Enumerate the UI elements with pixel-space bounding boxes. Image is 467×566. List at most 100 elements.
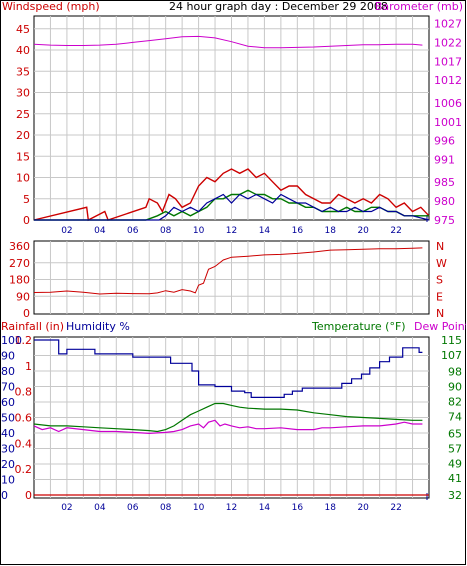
gust-line [33, 168, 430, 222]
humidity-tick-label: 10 [1, 474, 15, 487]
rainfall-tick-label: 0 [25, 489, 32, 502]
humidity-tick-label: 0 [1, 489, 8, 502]
direction-degree-label: 270 [9, 257, 30, 270]
wind-direction-line [33, 247, 423, 295]
direction-degree-ticks: 360 270 180 90 0 [9, 240, 30, 320]
hour-tick-label: 14 [259, 503, 271, 513]
temperature-grid [34, 337, 429, 498]
rainfall-tick-label: 1 [25, 360, 32, 373]
windspeed-ticks: 45 40 35 30 25 20 15 10 5 0 [16, 23, 30, 227]
humidity-tick-label: 80 [1, 365, 15, 378]
direction-grid [34, 241, 429, 314]
hour-tick-label: 04 [94, 226, 106, 236]
humidity-tick-label: 70 [1, 381, 15, 394]
humidity-tick-label: 20 [1, 458, 15, 471]
windspeed-tick-label: 40 [16, 44, 30, 57]
humidity-tick-label: 50 [1, 412, 15, 425]
direction-degree-label: 360 [9, 240, 30, 253]
rainfall-tick-label: 0.8 [15, 386, 33, 399]
compass-label: E [436, 290, 443, 303]
barometer-tick-label: 1001 [434, 116, 462, 129]
temperature-tick-label: 65 [448, 427, 462, 440]
humidity-tick-label: 30 [1, 443, 15, 456]
barometer-tick-label: 975 [434, 214, 455, 227]
humidity-axis-label: Humidity % [66, 320, 130, 333]
barometer-tick-label: 1017 [434, 55, 462, 68]
windspeed-tick-label: 10 [16, 172, 30, 185]
temperature-tick-label: 57 [448, 442, 462, 455]
temperature-hour-ticks: 02 04 06 08 10 12 14 16 18 20 22 [61, 493, 428, 513]
windspeed-tick-label: 5 [23, 193, 30, 206]
temperature-tick-label: 41 [448, 472, 462, 485]
compass-label: W [436, 257, 447, 270]
barometer-ticks: 1027 1022 1017 1012 1006 1001 996 991 985 980 975 [434, 18, 462, 227]
direction-degree-label: 0 [23, 307, 30, 320]
barometer-tick-label: 1027 [434, 18, 462, 31]
wind-hour-ticks: 02 04 06 08 10 12 14 16 18 20 22 [61, 215, 428, 236]
hour-tick-label: 14 [259, 226, 271, 236]
windspeed-tick-label: 0 [23, 214, 30, 227]
temperature-axis-label: Temperature (°F) [311, 320, 406, 333]
temperature-tick-label: 90 [448, 381, 462, 394]
hour-tick-label: 08 [160, 226, 172, 236]
windspeed-axis-label: Windspeed (mph) [2, 0, 100, 13]
hour-tick-label: 08 [160, 503, 172, 513]
compass-label: N [436, 240, 444, 253]
rainfall-axis-label: Rainfall (in) [1, 320, 64, 333]
hour-tick-label: 20 [357, 503, 369, 513]
barometer-tick-label: 991 [434, 154, 455, 167]
humidity-tick-label: 100 [1, 334, 22, 347]
hour-tick-label: 18 [325, 226, 337, 236]
windspeed-tick-label: 35 [16, 65, 30, 78]
temperature-f-line [33, 402, 423, 433]
windspeed-tick-label: 15 [16, 150, 30, 163]
rainfall-ticks: 1.2 1 0.8 0.6 0.4 0.2 0 [15, 334, 33, 502]
barometer-tick-label: 996 [434, 135, 455, 148]
hour-tick-label: 20 [357, 226, 369, 236]
direction-degree-label: 180 [9, 274, 30, 287]
temperature-tick-label: 107 [441, 349, 462, 362]
average-line [34, 193, 430, 221]
windspeed-tick-label: 25 [16, 108, 30, 121]
hour-tick-label: 16 [292, 226, 304, 236]
rainfall-tick-label: 0.4 [15, 437, 33, 450]
temperature-series [33, 339, 429, 496]
hour-tick-label: 22 [390, 503, 401, 513]
graph-title: 24 hour graph day : December 29 2008 [169, 0, 388, 13]
hour-tick-label: 02 [61, 503, 72, 513]
dew-point-line [33, 419, 423, 435]
barometer-tick-label: 1006 [434, 97, 462, 110]
barometer-axis-label: Barometer (mb) [375, 0, 463, 13]
temperature-tick-label: 49 [448, 457, 462, 470]
hour-tick-label: 06 [127, 226, 139, 236]
barometer-mb-line [33, 35, 423, 49]
hour-tick-label: 06 [127, 503, 139, 513]
temperature-tick-label: 82 [448, 396, 462, 409]
barometer-tick-label: 980 [434, 195, 455, 208]
windspeed-tick-label: 45 [16, 23, 30, 36]
humidity-tick-label: 40 [1, 427, 15, 440]
compass-label: S [436, 274, 443, 287]
hour-tick-label: 12 [226, 503, 237, 513]
temperature-tick-label: 32 [448, 489, 462, 502]
hour-tick-label: 10 [193, 226, 205, 236]
rainfall-tick-label: 1.2 [15, 334, 33, 347]
windspeed-tick-label: 20 [16, 129, 30, 142]
wind-series [33, 35, 430, 222]
hour-tick-label: 10 [193, 503, 205, 513]
hour-tick-label: 04 [94, 503, 106, 513]
barometer-tick-label: 1022 [434, 36, 462, 49]
compass-label: N [436, 307, 444, 320]
temperature-ticks: 115 107 98 90 82 74 65 57 49 41 32 [441, 334, 462, 502]
hour-tick-label: 22 [390, 226, 401, 236]
hour-tick-label: 12 [226, 226, 237, 236]
windspeed-tick-label: 30 [16, 87, 30, 100]
rainfall-tick-label: 0.2 [15, 463, 33, 476]
hour-tick-label: 18 [325, 503, 337, 513]
barometer-tick-label: 985 [434, 176, 455, 189]
hour-tick-label: 16 [292, 503, 304, 513]
